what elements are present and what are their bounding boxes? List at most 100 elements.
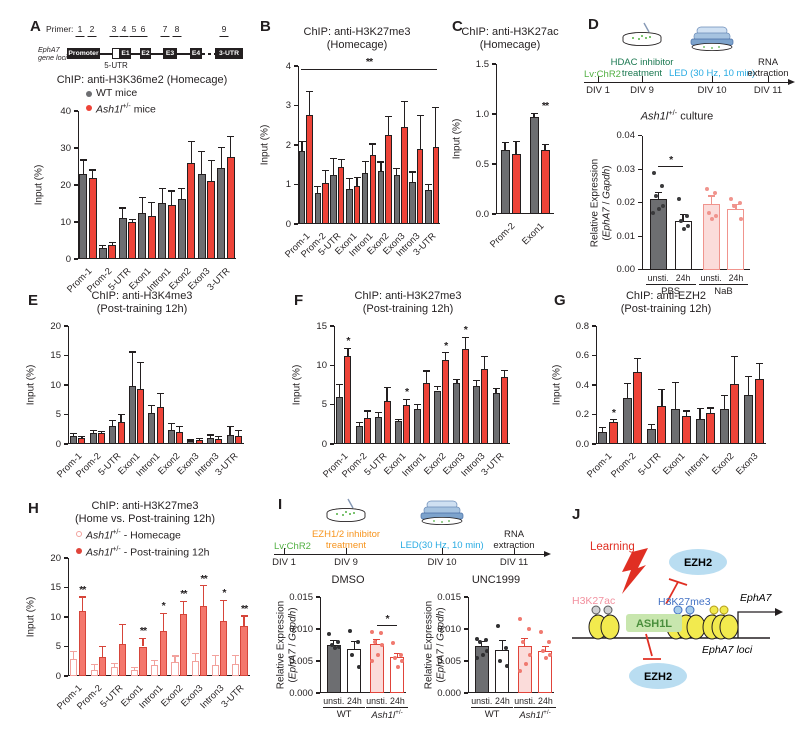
significance-bracket: [301, 69, 437, 71]
bar: [394, 421, 402, 444]
timeline-axis: [584, 82, 788, 84]
error-bar-cap: [108, 241, 116, 244]
y-tick-mark: [638, 168, 642, 170]
error-bar-cap: [227, 136, 235, 138]
panel-a: Primer: 1 2 3 4 5 6 7 8 9 EphA7 gene loci…: [32, 24, 252, 311]
error-bar-cap: [314, 185, 322, 187]
error-bar-cap: [139, 637, 147, 639]
error-bar-cap: [119, 623, 127, 625]
error-bar: [445, 352, 447, 360]
y-tick-mark: [294, 223, 298, 225]
data-point-dot: [495, 623, 500, 628]
significance-star: **: [79, 583, 86, 596]
ezh2-top-label: EZH2: [684, 557, 712, 569]
error-bar-cap: [198, 151, 206, 153]
led-device-icon: [690, 26, 734, 51]
bar: [347, 648, 362, 693]
error-bar: [524, 638, 526, 647]
x-group-underline: [698, 283, 749, 285]
bar: [314, 193, 322, 224]
data-point-dot: [357, 665, 362, 670]
error-bar-cap: [90, 664, 98, 666]
error-bar-cap: [345, 177, 353, 179]
bar: [215, 438, 223, 444]
data-point-dot: [731, 204, 736, 208]
bar: [622, 398, 632, 444]
x-group-underline: [322, 707, 366, 709]
y-tick-mark: [294, 183, 298, 186]
error-bar: [73, 433, 75, 436]
error-bar-cap: [119, 207, 127, 209]
y-tick-label: 5: [55, 641, 61, 652]
error-bar: [182, 601, 184, 615]
bar: [375, 417, 383, 444]
chart-anti-h3k27me3-posttraining: ChIP: anti-H3K27me3 (Post-training 12h) In…: [290, 290, 526, 500]
error-bar: [347, 348, 349, 356]
chart-anti-h3k27me3-home-vs-posttraining: ChIP: anti-H3K27me3 (Home vs. Post-traini…: [24, 500, 266, 726]
panel-letter-d: D: [588, 16, 599, 33]
primer-number: 9: [221, 24, 227, 34]
significance-star: *: [444, 339, 448, 352]
error-bar: [699, 408, 701, 419]
chart-plot-area: Input (%) 0 5 10 15 20 Prom-1 Prom-2 5-UTR Exon1 I…: [24, 316, 260, 500]
primer-number: 2: [89, 24, 95, 34]
data-point-dot: [547, 639, 552, 644]
bar: [385, 135, 392, 224]
chart-plot-area: Input (%) 0.0 0.2 0.4 0.6 0.8 Prom-1 Prom-2 5-UT…: [550, 316, 782, 500]
led-label: LED (30 Hz, 10 min): [668, 68, 756, 79]
data-point-dot: [372, 639, 377, 644]
y-tick-label: 15: [316, 320, 327, 332]
y-tick-label: 0: [321, 438, 327, 450]
x-group-label: WT: [336, 709, 352, 720]
bar: [220, 620, 228, 676]
error-bar: [161, 188, 163, 204]
y-tick-label: 0.03: [616, 163, 636, 175]
error-bar-cap: [330, 157, 338, 159]
rna-extraction-label: RNA extraction: [493, 529, 535, 551]
error-bar: [333, 640, 335, 645]
significance-star: **: [541, 100, 549, 112]
data-point-dot: [327, 632, 332, 637]
bar: [492, 392, 500, 444]
timeline-tick: [598, 76, 600, 82]
y-tick-label: 0.02: [616, 197, 636, 209]
error-bar-cap: [442, 352, 450, 354]
ezh2-bottom-oval: [629, 663, 687, 689]
y-tick-mark: [316, 628, 320, 630]
primer-tick: [109, 35, 119, 37]
rna-extraction-label: RNA extraction: [747, 57, 789, 79]
bar: [540, 150, 550, 214]
error-bar: [425, 370, 427, 383]
significance-star: *: [405, 386, 409, 399]
error-bar-cap: [207, 160, 215, 162]
timeline-tick: [442, 548, 444, 554]
data-point-dot: [714, 214, 719, 219]
bar: [156, 406, 164, 444]
bar: [207, 180, 216, 259]
error-bar: [364, 161, 366, 173]
data-point-dot: [480, 652, 485, 657]
error-bar: [358, 422, 360, 426]
chart-anti-h3k36me2-homecage: ChIP: anti-H3K36me2 (Homecage) Input (%) 0…: [32, 74, 252, 311]
error-bar: [396, 653, 398, 658]
bar: [207, 437, 215, 444]
error-bar: [120, 414, 122, 423]
error-bar-cap: [179, 600, 187, 602]
error-bar: [131, 351, 133, 387]
error-bar-cap: [481, 356, 489, 358]
error-bar: [353, 641, 355, 649]
chart-plot-area: Relative Expression (EphA7 / Gapdh) 0.000 0…: [422, 587, 570, 729]
data-point-dot: [651, 170, 656, 175]
error-bar-cap: [171, 655, 179, 657]
error-bar: [378, 412, 380, 418]
error-bar-cap: [394, 418, 402, 420]
bar: [98, 657, 107, 676]
data-point-dot: [686, 224, 691, 229]
error-bar-cap: [158, 188, 166, 190]
chart-title: ChIP: anti-H3K27me3 (Post-training 12h): [354, 290, 462, 315]
legend: Ash1l+/- - Homecage Ash1l+/- - Post-train…: [76, 526, 210, 559]
gene-line: [100, 53, 202, 55]
y-tick-mark: [464, 596, 468, 598]
panel-c: ChIP: anti-H3K27ac (Homecage) Input (%) 0.0…: [450, 26, 570, 258]
bar: [326, 645, 341, 693]
